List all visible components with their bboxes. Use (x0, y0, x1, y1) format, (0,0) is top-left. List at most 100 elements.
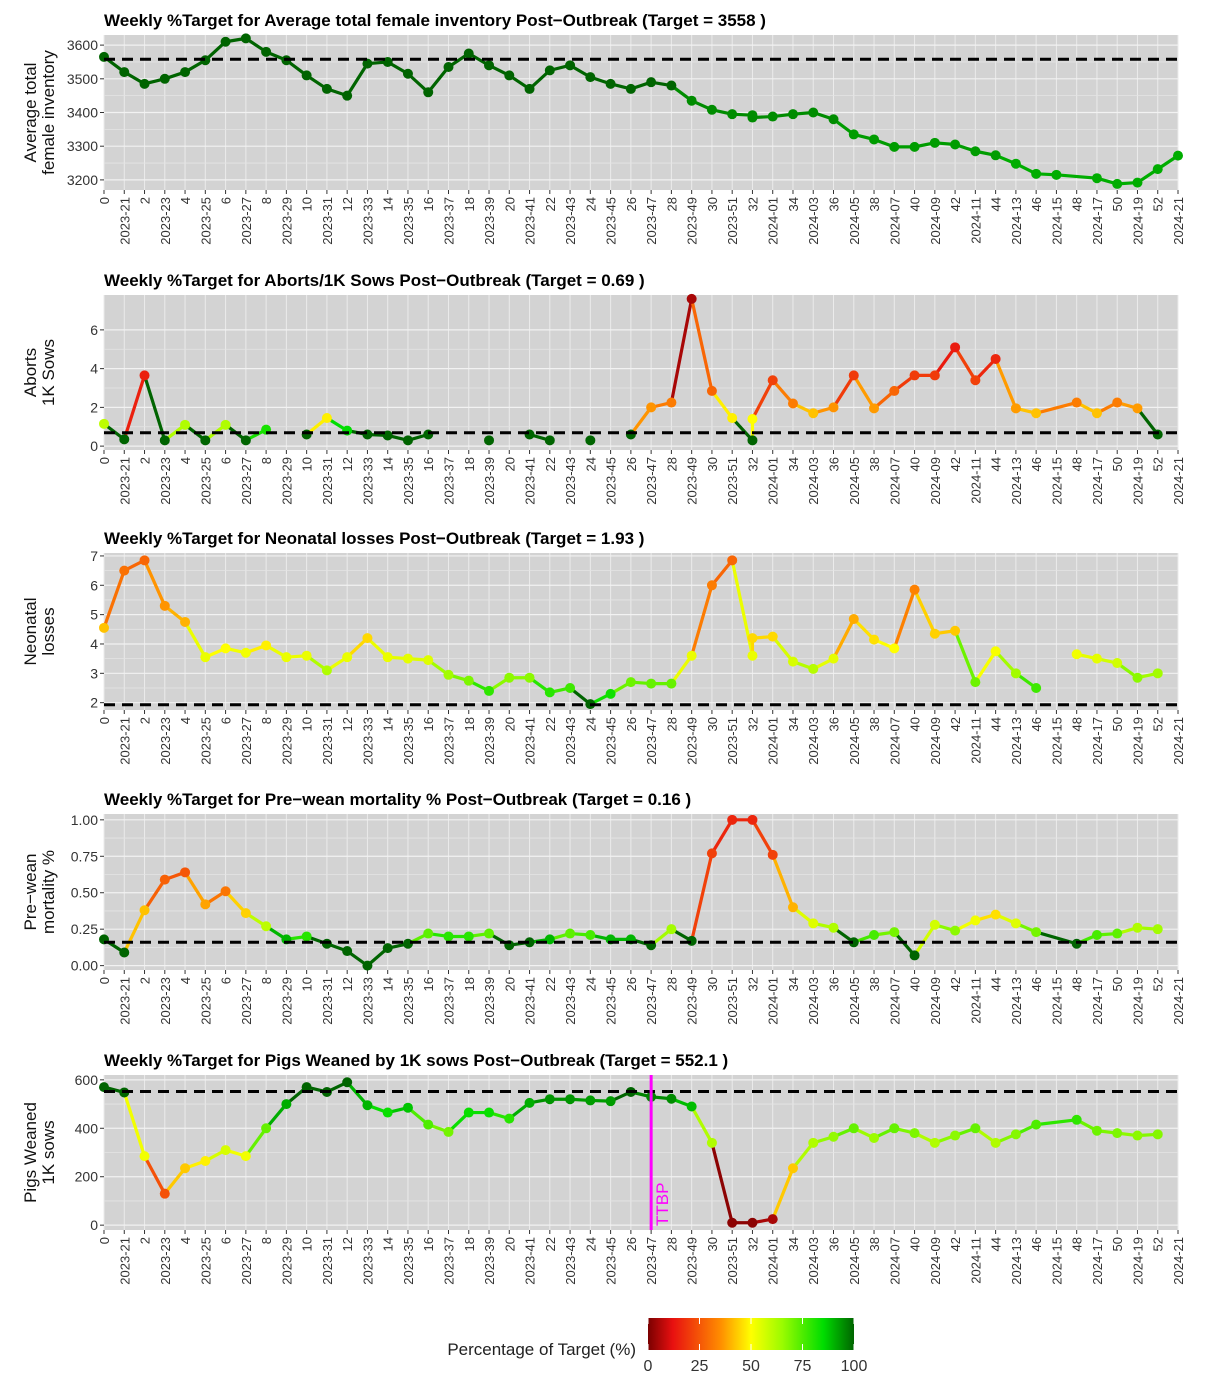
x-tick-label: 42 (948, 1237, 963, 1251)
data-point (139, 905, 150, 916)
data-point (504, 672, 515, 683)
data-point (950, 1130, 961, 1141)
series-line-segment (852, 373, 876, 410)
x-tick-label: 46 (1029, 1237, 1044, 1251)
x-tick-label: 2024-09 (928, 1237, 943, 1285)
x-tick-label: 2024-07 (887, 457, 902, 505)
data-point (646, 402, 657, 413)
y-tick-label: 7 (90, 548, 98, 564)
x-tick-label: 2023-37 (441, 457, 456, 505)
x-tick-label: 38 (867, 197, 882, 211)
data-point (686, 293, 697, 304)
x-tick-label: 34 (786, 977, 801, 991)
series-line-segment (1034, 1118, 1079, 1127)
x-tick-label: 2023-51 (725, 1237, 740, 1285)
chart-panel-2: Weekly %Target for Aborts/1K Sows Post−O… (21, 271, 1186, 505)
x-tick-label: 2023-49 (685, 717, 700, 765)
data-point (463, 931, 474, 942)
x-tick-label: 2023-45 (604, 197, 619, 245)
data-point (767, 849, 778, 860)
data-point (909, 370, 920, 381)
x-tick-label: 2024-07 (887, 197, 902, 245)
data-point (240, 908, 251, 919)
x-tick-label: 2023-37 (441, 1237, 456, 1285)
data-point (767, 631, 778, 642)
x-tick-label: 52 (1151, 197, 1166, 211)
x-tick-label: 48 (1070, 1237, 1085, 1251)
data-point (747, 633, 758, 644)
data-point (281, 652, 292, 663)
x-tick-label: 2023-35 (401, 717, 416, 765)
legend-title: Percentage of Target (%) (447, 1340, 636, 1359)
data-point (727, 109, 738, 120)
x-tick-label: 2024-01 (766, 977, 781, 1025)
x-tick-label: 2023-29 (279, 457, 294, 505)
x-tick-label: 2 (138, 717, 153, 724)
data-point (342, 652, 353, 663)
x-tick-label: 2024-11 (968, 457, 983, 504)
data-point (119, 947, 130, 958)
y-axis-label: Average totalfemale inventory (21, 50, 58, 175)
x-tick-label: 2023-29 (279, 717, 294, 765)
data-point (787, 109, 798, 120)
data-point (524, 83, 535, 94)
data-point (1091, 173, 1102, 184)
data-point (402, 68, 413, 79)
x-tick-label: 52 (1151, 457, 1166, 471)
y-tick-label: 2 (90, 399, 98, 415)
y-tick-label: 4 (90, 636, 98, 652)
data-point (139, 555, 150, 566)
x-tick-label: 2023-39 (482, 1237, 497, 1285)
x-tick-label: 6 (219, 717, 234, 724)
x-tick-label: 2024-17 (1090, 1237, 1105, 1285)
data-point (119, 434, 130, 445)
series-line-segment (142, 1154, 167, 1196)
x-tick-label: 2023-33 (360, 717, 375, 765)
x-tick-label: 2023-41 (523, 1237, 538, 1285)
data-point (646, 77, 657, 88)
x-tick-label: 2023-37 (441, 197, 456, 245)
x-tick-label: 2 (138, 197, 153, 204)
x-tick-label: 12 (340, 1237, 355, 1251)
data-point (261, 1123, 272, 1134)
data-point (909, 1128, 920, 1139)
data-point (1112, 928, 1123, 939)
x-tick-label: 2023-33 (360, 977, 375, 1025)
series-line-segment (102, 569, 126, 630)
x-tick-label: 2023-35 (401, 977, 416, 1025)
x-tick-label: 14 (381, 197, 396, 211)
x-tick-label: 2023-29 (279, 197, 294, 245)
data-point (139, 78, 150, 89)
data-point (1010, 918, 1021, 929)
x-tick-label: 34 (786, 197, 801, 211)
x-tick-label: 42 (948, 717, 963, 731)
x-tick-label: 2024-01 (766, 1237, 781, 1285)
x-tick-label: 2024-13 (1009, 197, 1024, 245)
color-legend: Percentage of Target (%) 0 25 50 75 100 (447, 1318, 867, 1374)
data-point (544, 1094, 555, 1105)
data-point (382, 1107, 393, 1118)
data-point (159, 874, 170, 885)
y-tick-label: 600 (75, 1072, 99, 1088)
series-line-segment (629, 405, 653, 437)
y-axis-label: Pre−weanmortality % (21, 850, 58, 934)
x-tick-label: 2024-21 (1171, 1237, 1186, 1285)
data-point (159, 1188, 170, 1199)
y-tick-label: 0 (90, 1217, 98, 1233)
series-line-segment (1054, 173, 1099, 180)
legend-tick-label: 25 (691, 1358, 709, 1374)
x-tick-label: 18 (462, 717, 477, 731)
series-line-segment (892, 588, 917, 650)
x-tick-label: 12 (340, 717, 355, 731)
x-tick-label: 12 (340, 977, 355, 991)
x-tick-label: 36 (827, 977, 842, 991)
data-point (909, 950, 920, 961)
data-point (767, 375, 778, 386)
chart-panel-4: Weekly %Target for Pre−wean mortality % … (21, 790, 1186, 1025)
y-tick-label: 4 (90, 361, 98, 377)
x-tick-label: 2023-35 (401, 1237, 416, 1285)
data-point (524, 672, 535, 683)
x-tick-label: 10 (300, 1237, 315, 1251)
x-tick-label: 28 (664, 197, 679, 211)
x-tick-label: 2023-23 (158, 457, 173, 505)
